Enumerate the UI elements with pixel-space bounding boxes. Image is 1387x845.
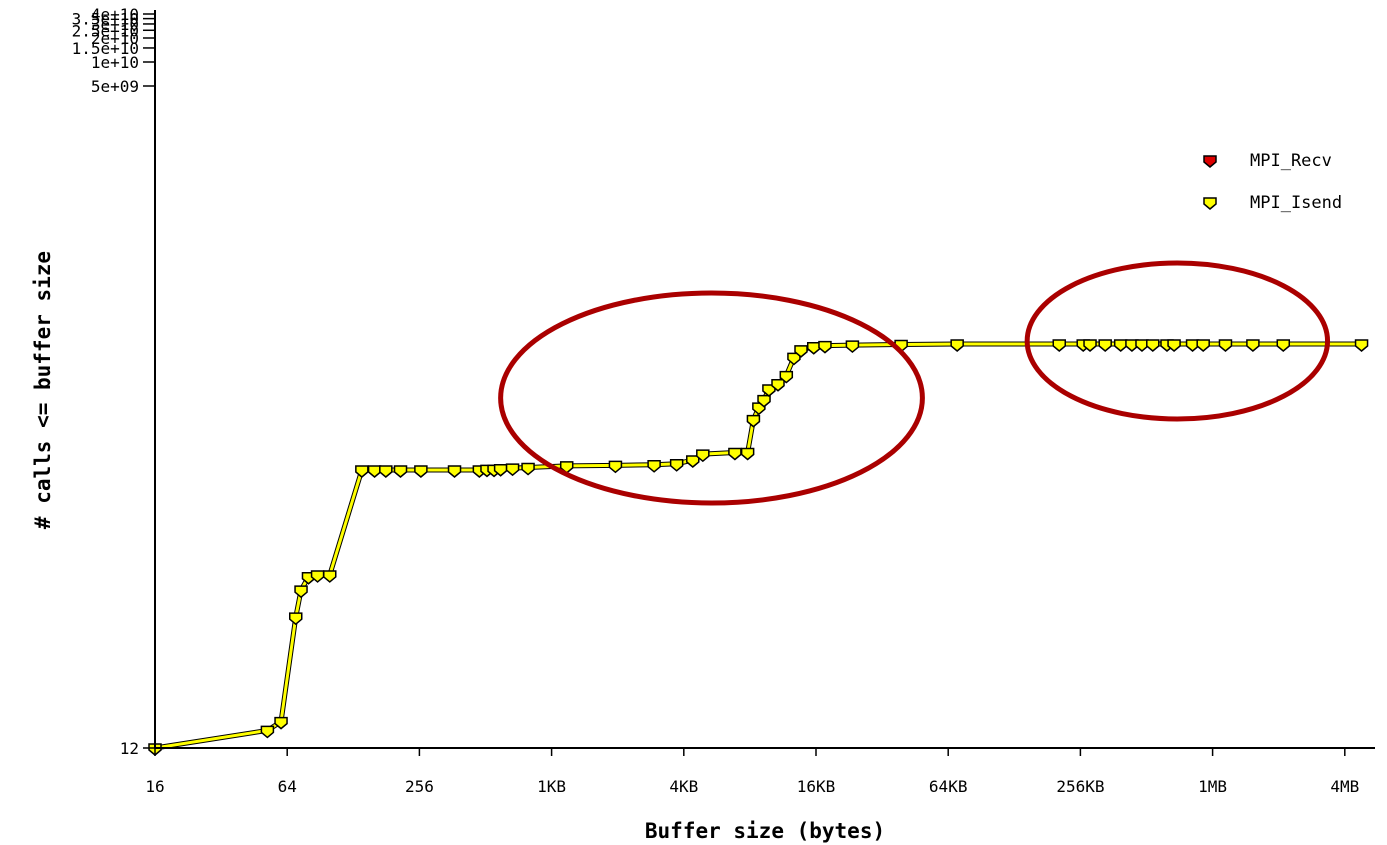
x-tick-label: 16: [145, 777, 164, 796]
data-point: [1167, 339, 1181, 352]
x-tick-label: 4MB: [1330, 777, 1359, 796]
data-point: [1146, 339, 1160, 352]
legend: MPI_Recv MPI_Isend: [1203, 151, 1342, 213]
data-point: [1354, 339, 1369, 352]
y-tick-label: 3.5e+10: [72, 10, 139, 29]
data-point: [393, 465, 408, 478]
x-tick-label: 1MB: [1198, 777, 1227, 796]
data-point: [310, 570, 325, 583]
x-tick-label: 64: [278, 777, 297, 796]
x-tick-label: 64KB: [929, 777, 968, 796]
data-point: [818, 340, 832, 354]
data-point: [647, 460, 661, 473]
data-point: [794, 345, 808, 358]
data-point: [355, 465, 369, 478]
data-point: [1098, 339, 1112, 352]
data-point: [274, 716, 288, 730]
annotations: [498, 260, 1331, 506]
legend-label: MPI_Recv: [1250, 151, 1332, 171]
data-point: [1218, 339, 1233, 352]
x-axis-ticks: 16 64 256 1KB 4KB 16KB 64KB 256KB 1MB 4MB: [145, 748, 1359, 796]
data-point: [779, 370, 794, 384]
annotation-ellipse: [498, 290, 925, 506]
y-tick-label: 4e+10: [91, 5, 139, 24]
data-point: [493, 464, 508, 477]
data-point: [521, 462, 535, 476]
data-point: [367, 465, 382, 478]
data-point: [669, 459, 684, 472]
data-point: [1246, 339, 1260, 352]
data-point: [608, 460, 623, 474]
data-point: [740, 447, 755, 461]
y-tick-label: 2e+10: [91, 29, 139, 48]
data-point: [260, 725, 275, 739]
data-point: [1196, 339, 1210, 352]
data-point: [447, 465, 462, 478]
y-tick-label: 2.5e+10: [72, 21, 139, 40]
y-tick-label: 12: [120, 739, 139, 758]
data-point: [1052, 339, 1066, 352]
data-point: [746, 414, 761, 428]
data-point: [505, 463, 520, 477]
y-tick-label: 5e+09: [91, 77, 139, 96]
x-axis-title: Buffer size (bytes): [645, 819, 885, 843]
data-point: [323, 570, 337, 583]
y-tick-label: 1e+10: [91, 53, 139, 72]
data-point: [845, 340, 860, 354]
data-point: [950, 339, 964, 352]
data-point: [414, 465, 428, 478]
data-point: [728, 447, 742, 461]
data-point: [294, 585, 308, 599]
y-axis-title: # calls <= buffer size: [31, 251, 55, 529]
legend-marker: [1203, 155, 1217, 168]
y-tick-label: 3e+10: [91, 15, 139, 34]
x-tick-label: 16KB: [797, 777, 836, 796]
axes: [154, 10, 1375, 749]
legend-label: MPI_Isend: [1250, 193, 1342, 213]
data-point: [1113, 339, 1128, 352]
data-point: [559, 461, 574, 474]
data-point: [1276, 339, 1291, 352]
data-point: [806, 342, 821, 355]
data-point: [696, 449, 710, 463]
data-point: [1135, 339, 1149, 352]
data-point: [686, 455, 700, 468]
y-tick-label: 1.5e+10: [72, 39, 139, 58]
data-point: [379, 465, 393, 478]
x-tick-label: 256KB: [1056, 777, 1104, 796]
annotation-ellipse: [1024, 260, 1331, 422]
legend-marker: [1203, 197, 1217, 210]
x-tick-label: 4KB: [669, 777, 698, 796]
x-tick-label: 1KB: [537, 777, 566, 796]
y-axis-ticks: 12 5e+09 1e+101.5e+102e+102.5e+103e+103.5e…: [72, 5, 155, 758]
data-point: [1083, 339, 1097, 352]
x-tick-label: 256: [405, 777, 434, 796]
data-point: [288, 612, 303, 626]
